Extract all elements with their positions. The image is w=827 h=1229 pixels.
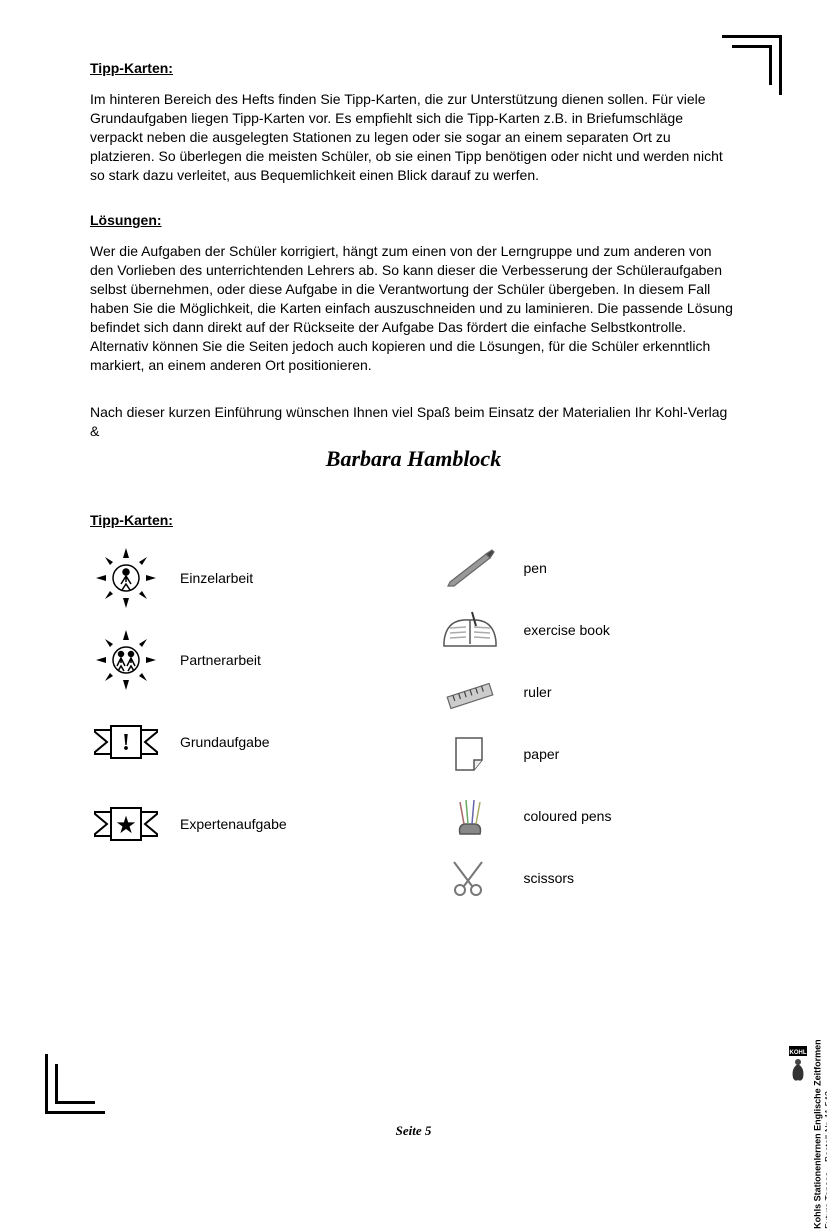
side-publisher-text: Kohls Stationenlernen Englische Zeitform…	[813, 1039, 827, 1229]
scissors-icon	[434, 856, 506, 900]
section-heading: Lösungen:	[90, 212, 737, 228]
legend-item: coloured pens	[434, 794, 738, 838]
exercise-book-icon	[434, 608, 506, 652]
legend-heading: Tipp-Karten:	[90, 512, 737, 528]
corner-decoration-top-right	[722, 35, 782, 95]
legend-label: paper	[524, 746, 560, 762]
legend-label: scissors	[524, 870, 575, 886]
legend-item: Einzelarbeit	[90, 546, 394, 610]
legend-right-column: pen exercise book ruler paper	[434, 546, 738, 918]
svg-text:★: ★	[115, 812, 137, 839]
page-number: Seite 5	[396, 1123, 432, 1139]
section-body: Wer die Aufgaben der Schüler korrigiert,…	[90, 242, 737, 374]
tipp-karten-section: Tipp-Karten: Im hinteren Bereich des Hef…	[90, 60, 737, 184]
legend-label: ruler	[524, 684, 552, 700]
legend-item: ruler	[434, 670, 738, 714]
loesungen-section: Lösungen: Wer die Aufgaben der Schüler k…	[90, 212, 737, 374]
legend-left-column: Einzelarbeit Partnerarbeit	[90, 546, 394, 918]
legend-item: ★ Expertenaufgabe	[90, 792, 394, 856]
corner-decoration-bottom-left	[45, 1054, 105, 1114]
banner-exclamation-icon: !	[90, 710, 162, 774]
section-body: Im hinteren Bereich des Hefts finden Sie…	[90, 90, 737, 184]
closing-text: Nach dieser kurzen Einführung wünschen I…	[90, 403, 737, 441]
legend-item: scissors	[434, 856, 738, 900]
kohl-logo-icon: KOHL	[787, 1044, 809, 1087]
signature: Barbara Hamblock	[90, 446, 737, 472]
paper-icon	[434, 732, 506, 776]
legend: Einzelarbeit Partnerarbeit	[90, 546, 737, 918]
pen-icon	[434, 546, 506, 590]
svg-text:KOHL: KOHL	[790, 1050, 807, 1056]
page: Tipp-Karten: Im hinteren Bereich des Hef…	[0, 0, 827, 1169]
legend-item: Partnerarbeit	[90, 628, 394, 692]
legend-label: exercise book	[524, 622, 610, 638]
side-line-1: Kohls Stationenlernen Englische Zeitform…	[813, 1039, 824, 1229]
banner-star-icon: ★	[90, 792, 162, 856]
legend-label: Einzelarbeit	[180, 570, 253, 586]
legend-label: pen	[524, 560, 547, 576]
sun-two-persons-icon	[90, 628, 162, 692]
legend-item: paper	[434, 732, 738, 776]
legend-label: coloured pens	[524, 808, 612, 824]
legend-item: exercise book	[434, 608, 738, 652]
sun-single-person-icon	[90, 546, 162, 610]
legend-item: ! Grundaufgabe	[90, 710, 394, 774]
coloured-pens-icon	[434, 794, 506, 838]
svg-text:!: !	[122, 730, 130, 756]
legend-label: Expertenaufgabe	[180, 816, 287, 832]
legend-label: Partnerarbeit	[180, 652, 261, 668]
section-heading: Tipp-Karten:	[90, 60, 737, 76]
ruler-icon	[434, 670, 506, 714]
legend-label: Grundaufgabe	[180, 734, 270, 750]
legend-item: pen	[434, 546, 738, 590]
